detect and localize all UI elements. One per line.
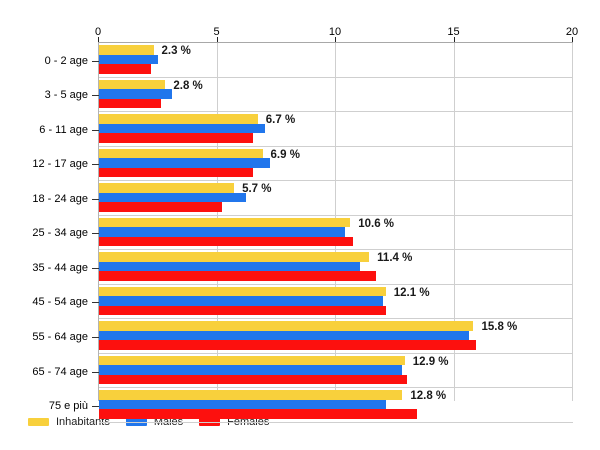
bar-inhabitants[interactable]	[99, 321, 474, 331]
bar-males[interactable]	[99, 54, 159, 64]
bar-inhabitants[interactable]	[99, 355, 405, 366]
bar-value-label: 5.7 %	[242, 183, 272, 196]
category-tick-mark	[92, 233, 99, 235]
bar-females[interactable]	[99, 98, 161, 109]
bar-inhabitants[interactable]	[99, 390, 403, 400]
bar-value-label: 15.8 %	[481, 321, 518, 334]
category-label: 0 - 2 age	[44, 54, 88, 67]
bar-inhabitants[interactable]	[99, 286, 386, 297]
category-tick-mark	[92, 267, 99, 269]
bar-males[interactable]	[99, 261, 360, 272]
bar-value-label: 10.6 %	[358, 217, 395, 230]
bar-inhabitants[interactable]	[99, 252, 370, 262]
category-tick-mark	[92, 95, 99, 97]
bar-males[interactable]	[99, 330, 469, 341]
bar-females[interactable]	[99, 202, 223, 212]
category-label: 3 - 5 age	[44, 89, 88, 102]
category-tick-mark	[92, 406, 99, 408]
category-row: 3 - 5 age 2.8 %	[45, 79, 573, 113]
category-row: 45 - 54 age 12.1 %	[32, 286, 573, 320]
bar-inhabitants[interactable]	[99, 79, 166, 90]
bar-males[interactable]	[99, 227, 346, 237]
category-label: 6 - 11 age	[39, 123, 88, 136]
category-tick-mark	[92, 198, 99, 200]
bar-females[interactable]	[99, 340, 476, 350]
category-row: 0 - 2 age 2.3 %	[45, 45, 573, 78]
bar-value-label: 2.3 %	[161, 45, 191, 57]
bar-females[interactable]	[99, 409, 417, 419]
bar-females[interactable]	[99, 305, 386, 316]
x-axis-tick-mark	[98, 37, 99, 42]
category-tick-mark	[92, 60, 99, 62]
bar-inhabitants[interactable]	[99, 148, 263, 159]
bar-value-label: 2.8 %	[173, 79, 203, 92]
category-tick-mark	[92, 302, 99, 304]
category-tick-mark	[92, 337, 99, 339]
bar-value-label: 12.9 %	[412, 355, 449, 368]
bar-males[interactable]	[99, 399, 386, 410]
category-row: 75 e più 12.8 %	[49, 390, 573, 423]
bar-males[interactable]	[99, 365, 403, 375]
category-label: 75 e più	[48, 400, 88, 413]
x-axis-tick-mark	[216, 37, 218, 42]
x-axis-tick-label: 10	[328, 26, 342, 38]
category-row: 55 - 64 age 15.8 %	[32, 321, 573, 354]
category-tick-mark	[92, 129, 99, 131]
category-row: 18 - 24 age 5.7 %	[32, 183, 573, 216]
bar-value-label: 12.1 %	[393, 286, 430, 299]
bar-females[interactable]	[99, 167, 254, 178]
bar-females[interactable]	[99, 236, 353, 247]
bar-males[interactable]	[99, 192, 246, 203]
bar-males[interactable]	[99, 158, 270, 168]
category-row: 35 - 44 age 11.4 %	[32, 252, 573, 285]
bar-value-label: 11.4 %	[377, 252, 413, 265]
vertical-gridline	[572, 43, 573, 401]
legend-item-inhabitants[interactable]: Inhabitants	[28, 416, 110, 428]
bar-males[interactable]	[99, 123, 265, 134]
category-label: 45 - 54 age	[32, 296, 88, 309]
category-row: 65 - 74 age 12.9 %	[32, 355, 573, 389]
x-axis-tick-label: 20	[565, 26, 579, 38]
bar-females[interactable]	[99, 374, 408, 385]
category-label: 35 - 44 age	[32, 261, 88, 274]
bar-value-label: 6.7 %	[265, 114, 296, 127]
bar-value-label: 6.9 %	[270, 148, 300, 161]
category-label: 25 - 34 age	[32, 227, 88, 240]
x-axis-tick-mark	[335, 37, 336, 42]
bar-inhabitants[interactable]	[99, 114, 258, 124]
category-row: 12 - 17 age 6.9 %	[32, 148, 573, 182]
category-tick-mark	[92, 371, 99, 373]
x-axis-tick-label: 0	[94, 26, 102, 38]
vertical-gridline	[453, 43, 455, 401]
bar-females[interactable]	[99, 271, 377, 281]
x-axis-tick-mark	[453, 37, 455, 42]
plot-area: 0 - 2 age 2.3 % 3 - 5 age 2.8 % 6 - 11 age 6.…	[32, 42, 573, 423]
legend-swatch	[28, 418, 49, 426]
bar-inhabitants[interactable]	[99, 45, 154, 55]
category-label: 55 - 64 age	[32, 331, 88, 344]
x-axis-tick-mark	[572, 37, 573, 42]
category-tick-mark	[92, 164, 99, 166]
bar-value-label: 12.8 %	[410, 390, 447, 403]
category-label: 65 - 74 age	[32, 365, 88, 378]
x-axis-tick-label: 15	[447, 26, 460, 38]
category-row: 6 - 11 age 6.7 %	[39, 114, 573, 147]
bar-females[interactable]	[99, 64, 152, 74]
legend-label: Inhabitants	[56, 416, 110, 428]
category-label: 18 - 24 age	[32, 192, 88, 205]
bar-inhabitants[interactable]	[99, 183, 235, 193]
bar-males[interactable]	[99, 89, 173, 99]
bar-inhabitants[interactable]	[99, 217, 351, 228]
category-label: 12 - 17 age	[32, 158, 88, 171]
bar-females[interactable]	[99, 133, 254, 143]
x-axis-tick-label: 5	[213, 26, 220, 38]
category-row: 25 - 34 age 10.6 %	[32, 217, 573, 251]
bar-males[interactable]	[99, 296, 384, 306]
